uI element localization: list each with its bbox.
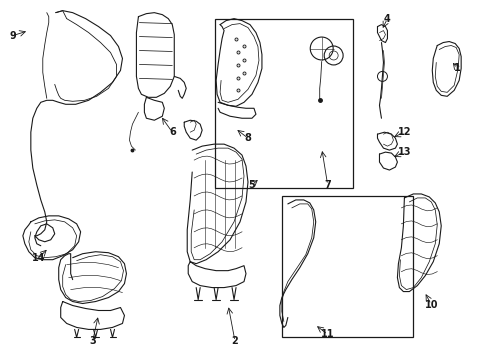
- Text: 5: 5: [248, 180, 255, 190]
- Text: 1: 1: [454, 63, 461, 73]
- Text: 8: 8: [245, 133, 251, 143]
- Text: 11: 11: [321, 329, 335, 339]
- Text: 3: 3: [89, 336, 96, 346]
- Text: 2: 2: [232, 336, 239, 346]
- Text: 4: 4: [384, 14, 391, 24]
- Bar: [282, 196, 414, 337]
- Text: 14: 14: [32, 253, 46, 263]
- Text: 6: 6: [169, 127, 175, 137]
- Text: 12: 12: [397, 127, 411, 137]
- Bar: [215, 19, 353, 188]
- Text: 10: 10: [424, 300, 438, 310]
- Text: 13: 13: [397, 147, 411, 157]
- Text: 7: 7: [324, 180, 331, 190]
- Text: 9: 9: [9, 31, 16, 41]
